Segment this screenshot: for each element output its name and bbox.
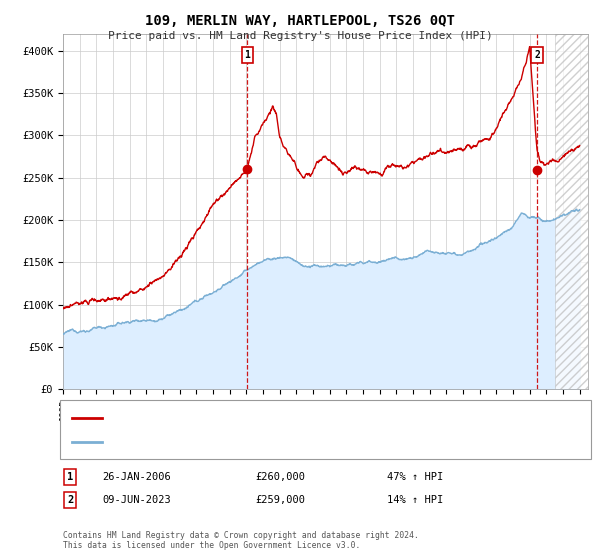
Text: 2: 2 bbox=[534, 50, 540, 60]
Text: HPI: Average price, detached house, Hartlepool: HPI: Average price, detached house, Hart… bbox=[108, 436, 378, 446]
Text: £259,000: £259,000 bbox=[255, 495, 305, 505]
Text: 26-JAN-2006: 26-JAN-2006 bbox=[102, 472, 171, 482]
Text: 09-JUN-2023: 09-JUN-2023 bbox=[102, 495, 171, 505]
Text: 1: 1 bbox=[245, 50, 250, 60]
Text: Price paid vs. HM Land Registry's House Price Index (HPI): Price paid vs. HM Land Registry's House … bbox=[107, 31, 493, 41]
Text: 47% ↑ HPI: 47% ↑ HPI bbox=[387, 472, 443, 482]
Text: 109, MERLIN WAY, HARTLEPOOL, TS26 0QT: 109, MERLIN WAY, HARTLEPOOL, TS26 0QT bbox=[145, 14, 455, 28]
Text: 1: 1 bbox=[67, 472, 73, 482]
Text: Contains HM Land Registry data © Crown copyright and database right 2024.
This d: Contains HM Land Registry data © Crown c… bbox=[63, 530, 419, 550]
Text: £260,000: £260,000 bbox=[255, 472, 305, 482]
Text: 2: 2 bbox=[67, 495, 73, 505]
Text: 109, MERLIN WAY, HARTLEPOOL, TS26 0QT (detached house): 109, MERLIN WAY, HARTLEPOOL, TS26 0QT (d… bbox=[108, 413, 425, 423]
Text: 14% ↑ HPI: 14% ↑ HPI bbox=[387, 495, 443, 505]
